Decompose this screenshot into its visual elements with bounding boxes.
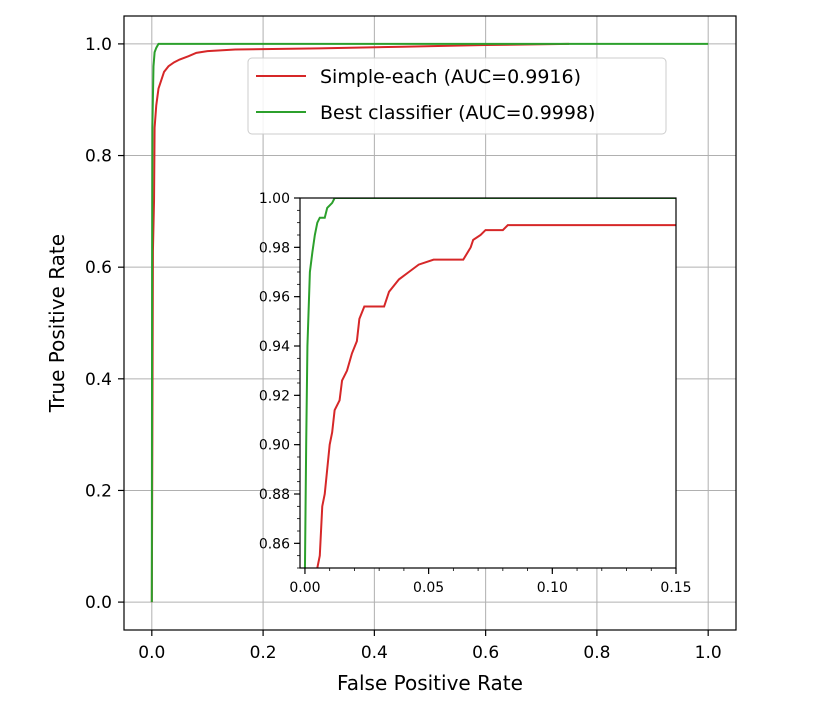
x-tick-label: 0.8 bbox=[583, 643, 610, 663]
y-tick-label: 0.8 bbox=[85, 147, 112, 167]
inset-series-line-0 bbox=[316, 224, 676, 568]
inset-y-tick-label: 0.92 bbox=[259, 388, 290, 404]
y-tick-label: 0.2 bbox=[85, 481, 112, 501]
inset-y-tick-label: 0.98 bbox=[259, 240, 290, 256]
inset-x-tick-label: 0.05 bbox=[413, 580, 444, 596]
main-axes-frame bbox=[123, 15, 737, 631]
inset-y-tick-label: 0.94 bbox=[259, 339, 290, 355]
x-axis-title: False Positive Rate bbox=[337, 671, 523, 695]
inset-y-tick-label: 0.90 bbox=[259, 438, 290, 454]
x-tick-label: 0.0 bbox=[138, 643, 165, 663]
y-tick-label: 0.4 bbox=[85, 370, 112, 390]
y-axis-title: True Positive Rate bbox=[45, 234, 69, 413]
inset-y-tick-label: 0.88 bbox=[259, 487, 290, 503]
y-tick-label: 0.0 bbox=[85, 593, 112, 613]
inset-series-line-1 bbox=[303, 198, 676, 568]
inset-background bbox=[300, 198, 676, 568]
y-tick-label: 1.0 bbox=[85, 35, 112, 55]
inset-y-tick-label: 0.86 bbox=[259, 536, 290, 552]
x-tick-label: 0.2 bbox=[250, 643, 277, 663]
inset-y-tick-label: 0.96 bbox=[259, 290, 290, 306]
series-line-0 bbox=[150, 42, 570, 603]
series-line-1 bbox=[150, 42, 709, 603]
x-tick-label: 0.6 bbox=[472, 643, 499, 663]
inset-x-tick-label: 0.15 bbox=[660, 580, 691, 596]
legend-label-1: Best classifier (AUC=0.9998) bbox=[320, 102, 595, 124]
legend-label-0: Simple-each (AUC=0.9916) bbox=[320, 66, 581, 88]
main-plot: 0.0 0.2 0.4 0.6 0.8 1.0 0.0 0.2 0.4 0.6 0.8 1.0 Fals… bbox=[45, 15, 737, 695]
inset-x-tick-label: 0.10 bbox=[537, 580, 568, 596]
legend-box bbox=[247, 57, 667, 135]
inset-plot: 0.00 0.05 0.10 0.15 0.86 0.88 0.90 0.92 0.94 0.96… bbox=[259, 191, 692, 596]
y-tick-label: 0.6 bbox=[85, 258, 112, 278]
legend: Simple-each (AUC=0.9916) Best classifier … bbox=[247, 57, 667, 135]
inset-y-tick-label: 1.00 bbox=[259, 191, 290, 207]
inset-x-tick-label: 0.00 bbox=[289, 580, 320, 596]
x-tick-label: 1.0 bbox=[695, 643, 722, 663]
x-tick-label: 0.4 bbox=[361, 643, 388, 663]
